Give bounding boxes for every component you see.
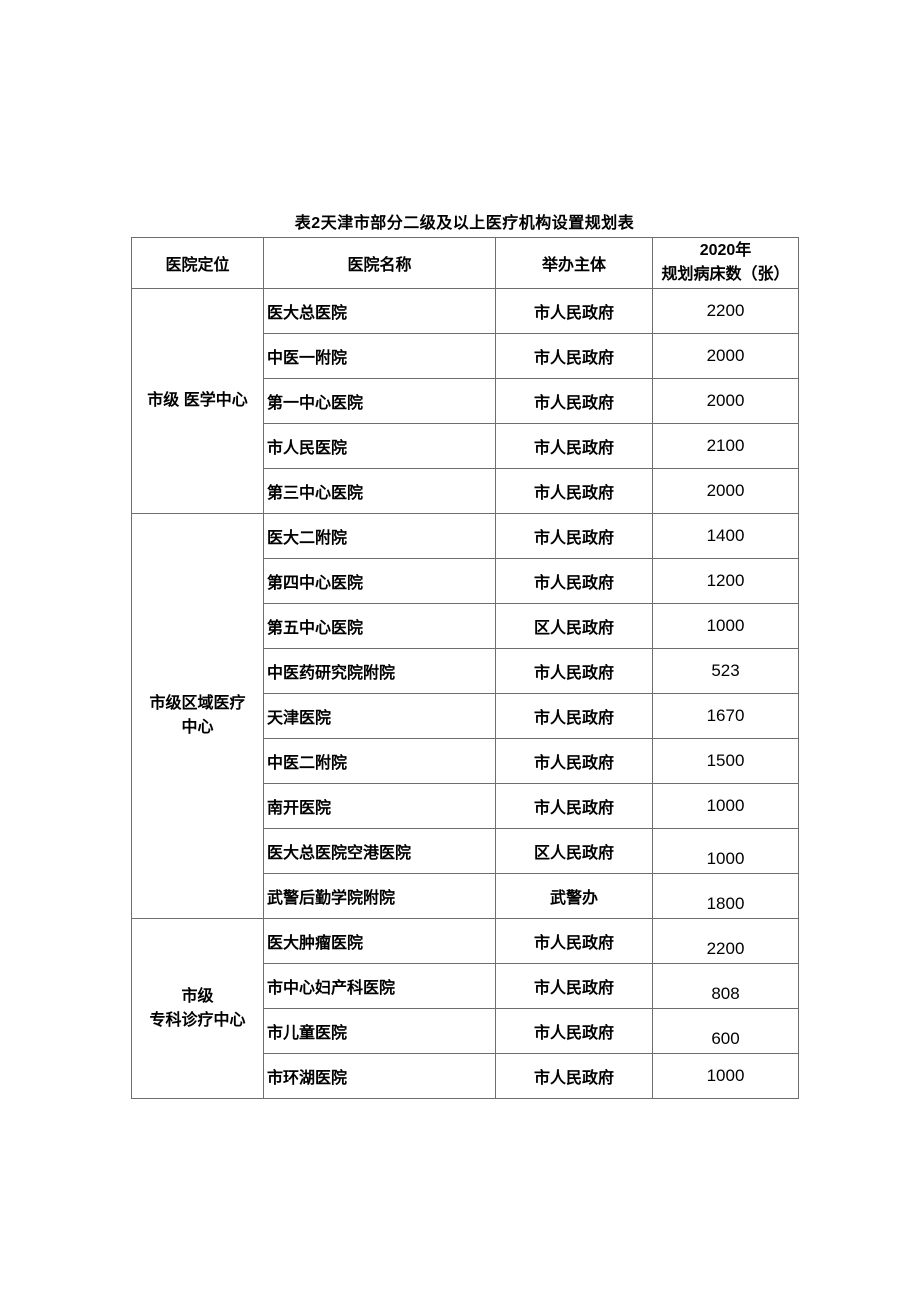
cell-hospital-name: 天津医院 [263, 693, 496, 739]
cell-beds: 2000 [652, 333, 799, 379]
cell-beds: 1200 [652, 558, 799, 604]
table-row: 第四中心医院 市人民政府 1200 [132, 558, 799, 604]
cell-sponsor: 市人民政府 [495, 918, 653, 964]
table-row: 市级 专科诊疗中心 医大肿瘤医院 市人民政府 2200 [131, 918, 799, 1099]
cell-sponsor: 市人民政府 [495, 333, 653, 379]
table-row: 市儿童医院 市人民政府 600 [132, 1008, 799, 1054]
cell-sponsor: 区人民政府 [495, 828, 653, 874]
cell-hospital-name: 第三中心医院 [263, 468, 496, 514]
cell-beds: 808 [652, 963, 799, 1009]
cell-hospital-name: 第一中心医院 [263, 378, 496, 424]
column-header-hospital-name: 医院名称 [263, 237, 496, 289]
cell-hospital-name: 中医药研究院附院 [263, 648, 496, 694]
cell-hospital-name: 市环湖医院 [263, 1053, 496, 1099]
cell-beds: 2200 [652, 918, 799, 964]
cell-beds: 2100 [652, 423, 799, 469]
table-row: 医大总医院空港医院 区人民政府 1000 [132, 828, 799, 874]
cell-sponsor: 市人民政府 [495, 1053, 653, 1099]
cell-beds: 1000 [652, 783, 799, 829]
cell-beds: 2200 [652, 288, 799, 334]
cell-beds: 523 [652, 648, 799, 694]
table-row: 市级 医学中心 医大总医院 市人民政府 2200 [131, 288, 799, 514]
table-row: 中医二附院 市人民政府 1500 [132, 738, 799, 784]
table-header-row: 医院定位 医院名称 举办主体 2020年 规划病床数（张） [131, 237, 799, 289]
cell-sponsor: 市人民政府 [495, 558, 653, 604]
cell-hospital-name: 医大二附院 [263, 513, 496, 559]
cell-sponsor: 市人民政府 [495, 423, 653, 469]
cell-sponsor: 市人民政府 [495, 648, 653, 694]
cell-beds: 2000 [652, 468, 799, 514]
table-row: 中医药研究院附院 市人民政府 523 [132, 648, 799, 694]
cell-sponsor: 市人民政府 [495, 963, 653, 1009]
column-header-planned-beds: 2020年 规划病床数（张） [652, 237, 799, 289]
category-cell-regional-medical-center: 市级区域医疗 中心 [131, 513, 264, 919]
cell-beds: 1400 [652, 513, 799, 559]
cell-sponsor: 市人民政府 [495, 783, 653, 829]
cell-sponsor: 市人民政府 [495, 738, 653, 784]
table-row: 第五中心医院 区人民政府 1000 [132, 603, 799, 649]
hospital-planning-table: 医院定位 医院名称 举办主体 2020年 规划病床数（张） 市级 医学中心 医大… [131, 237, 799, 1099]
cell-sponsor: 市人民政府 [495, 378, 653, 424]
table-row: 中医一附院 市人民政府 2000 [132, 333, 799, 379]
cell-sponsor: 市人民政府 [495, 513, 653, 559]
cell-hospital-name: 中医二附院 [263, 738, 496, 784]
cell-hospital-name: 南开医院 [263, 783, 496, 829]
table-row: 天津医院 市人民政府 1670 [132, 693, 799, 739]
cell-beds: 600 [652, 1008, 799, 1054]
cell-hospital-name: 武警后勤学院附院 [263, 873, 496, 919]
cell-beds: 1000 [652, 603, 799, 649]
table-row: 第一中心医院 市人民政府 2000 [132, 378, 799, 424]
cell-sponsor: 市人民政府 [495, 1008, 653, 1054]
cell-beds: 1500 [652, 738, 799, 784]
cell-hospital-name: 市人民医院 [263, 423, 496, 469]
cell-hospital-name: 医大总医院空港医院 [263, 828, 496, 874]
cell-hospital-name: 医大总医院 [263, 288, 496, 334]
cell-hospital-name: 市儿童医院 [263, 1008, 496, 1054]
cell-sponsor: 区人民政府 [495, 603, 653, 649]
column-header-positioning: 医院定位 [131, 237, 264, 289]
table-row: 市环湖医院 市人民政府 1000 [132, 1053, 799, 1099]
table-row: 市级区域医疗 中心 医大二附院 市人民政府 1400 [131, 513, 799, 919]
table-row: 南开医院 市人民政府 1000 [132, 783, 799, 829]
cell-hospital-name: 第五中心医院 [263, 603, 496, 649]
table-row: 市人民医院 市人民政府 2100 [132, 423, 799, 469]
cell-hospital-name: 第四中心医院 [263, 558, 496, 604]
cell-beds: 2000 [652, 378, 799, 424]
cell-sponsor: 市人民政府 [495, 468, 653, 514]
cell-hospital-name: 市中心妇产科医院 [263, 963, 496, 1009]
column-header-sponsor: 举办主体 [495, 237, 653, 289]
cell-sponsor: 市人民政府 [495, 288, 653, 334]
table-row: 第三中心医院 市人民政府 2000 [132, 468, 799, 514]
cell-beds: 1000 [652, 1053, 799, 1099]
cell-beds: 1000 [652, 828, 799, 874]
cell-sponsor: 市人民政府 [495, 693, 653, 739]
category-cell-specialty-treatment-center: 市级 专科诊疗中心 [131, 918, 264, 1099]
cell-beds: 1670 [652, 693, 799, 739]
cell-sponsor: 武警办 [495, 873, 653, 919]
cell-hospital-name: 中医一附院 [263, 333, 496, 379]
category-cell-municipal-medical-center: 市级 医学中心 [131, 288, 264, 514]
cell-beds: 1800 [652, 873, 799, 919]
cell-hospital-name: 医大肿瘤医院 [263, 918, 496, 964]
table-title: 表2天津市部分二级及以上医疗机构设置规划表 [294, 215, 635, 232]
